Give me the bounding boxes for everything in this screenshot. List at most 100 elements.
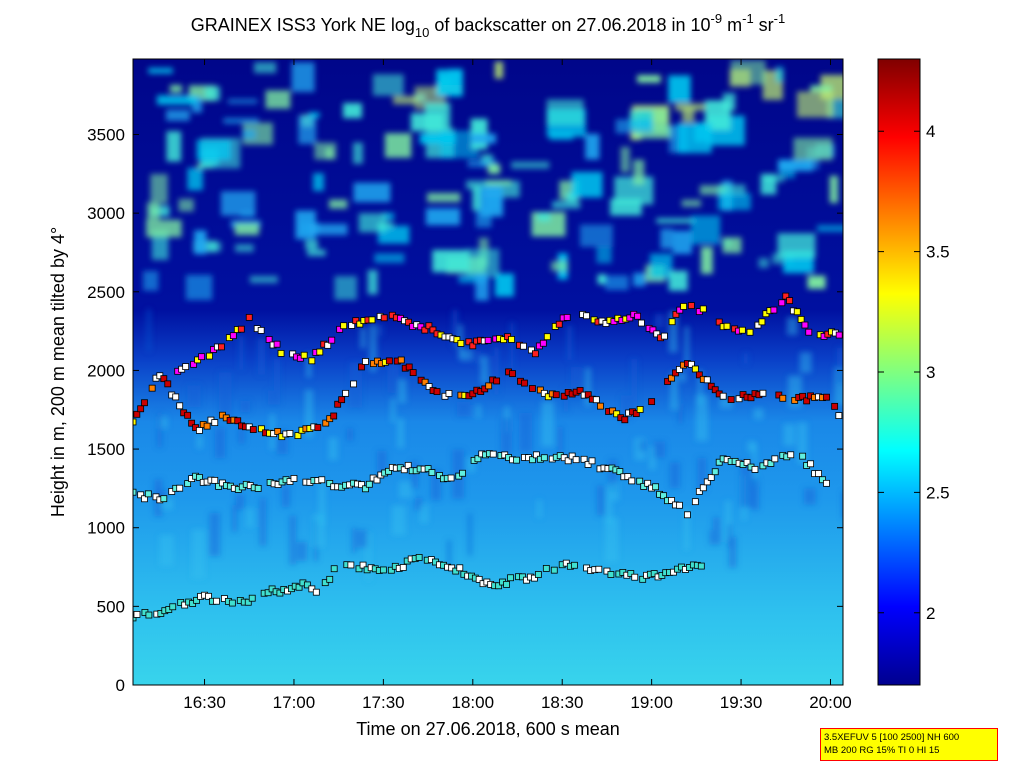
backscatter-patch [249,275,278,284]
y-axis: 0 500 1000 1500 2000 2500 3000 3500 [87,125,843,695]
backscatter-patch [570,366,582,400]
layer-marker [295,583,303,591]
backscatter-patch [810,85,833,93]
layer-marker [751,466,759,473]
backscatter-patch [552,201,581,209]
layer-marker [340,322,348,330]
backscatter-patch [605,275,629,290]
backscatter-patch [656,218,696,224]
layer-marker [453,336,461,344]
backscatter-patch [150,174,168,204]
backscatter-patch [367,270,378,295]
backscatter-patch [660,228,674,249]
y-tick-label: 2500 [87,283,125,302]
layer-marker [347,561,355,569]
layer-marker [676,306,684,314]
x-axis: 16:30 17:00 17:30 18:00 18:30 19:00 19:30 20:00 [183,59,852,712]
layer-marker [445,390,453,397]
backscatter-patch [551,261,568,271]
layer-marker [786,297,794,304]
layer-marker [595,565,603,573]
backscatter-patch [649,446,656,470]
backscatter-patch [398,379,407,404]
backscatter-patch [631,358,638,408]
backscatter-patch [620,146,630,173]
backscatter-patch [351,527,357,553]
backscatter-patch [353,182,391,203]
backscatter-patch [675,103,706,111]
backscatter-patch [276,430,289,455]
backscatter-patch [796,91,834,118]
layer-marker [399,564,407,571]
layer-marker [368,316,376,324]
backscatter-patch [772,253,794,265]
layer-marker [379,566,387,574]
layer-marker [248,594,256,602]
layer-marker [137,405,145,413]
layer-marker [759,389,767,397]
backscatter-patch [447,540,452,568]
layer-marker [695,487,703,495]
backscatter-patch [329,199,348,209]
layer-marker [552,391,560,399]
layer-marker [184,411,192,419]
layer-marker [687,360,695,368]
backscatter-patch [727,524,732,547]
backscatter-patch [493,347,500,395]
layer-marker [550,566,558,574]
layer-marker [652,483,660,491]
backscatter-patch [185,274,213,300]
backscatter-patch [712,517,720,530]
x-axis-label: Time on 27.06.2018, 600 s mean [356,719,620,739]
backscatter-patch [192,529,205,579]
layer-marker [530,574,538,582]
backscatter-patch [596,485,605,516]
backscatter-patch [677,122,712,154]
layer-marker [648,398,656,406]
backscatter-patch [281,485,290,508]
backscatter-patch [458,275,487,283]
x-tick-label: 17:00 [273,693,316,712]
layer-marker [290,475,298,482]
backscatter-patch [308,112,320,118]
layer-marker [469,390,477,398]
backscatter-patch [719,397,733,409]
backscatter-patch [668,270,688,291]
layer-marker [133,488,137,496]
layer-marker [303,581,311,589]
layer-marker [456,564,464,572]
backscatter-patch [143,270,159,291]
layer-marker [747,394,755,402]
backscatter-patch [235,244,254,253]
layer-marker [249,426,257,433]
layer-marker [680,303,687,310]
backscatter-patch [391,505,406,536]
layer-marker [529,456,536,464]
layer-marker [707,474,715,481]
layer-marker [218,343,225,351]
layer-marker [330,565,338,573]
layer-marker [409,369,417,376]
layer-marker [580,455,588,463]
layer-marker [668,374,675,382]
backscatter-patch [793,137,833,161]
layer-marker [176,484,184,492]
layer-marker [190,360,198,368]
layer-marker [493,377,501,385]
colorbar-tick-label: 3.5 [926,243,950,262]
x-tick-label: 18:30 [541,693,584,712]
layer-marker [211,419,219,427]
backscatter-patch [160,497,174,510]
layer-marker [520,342,527,350]
backscatter-patch [485,179,512,186]
layer-marker [215,482,222,490]
layer-marker [424,465,432,473]
backscatter-patch [291,62,315,92]
backscatter-patch [466,180,487,190]
backscatter-patch [807,275,826,289]
layer-marker [597,402,604,410]
layer-marker [326,575,334,583]
backscatter-patch [775,66,784,83]
backscatter-patch [419,133,456,144]
backscatter-patch [836,347,843,384]
